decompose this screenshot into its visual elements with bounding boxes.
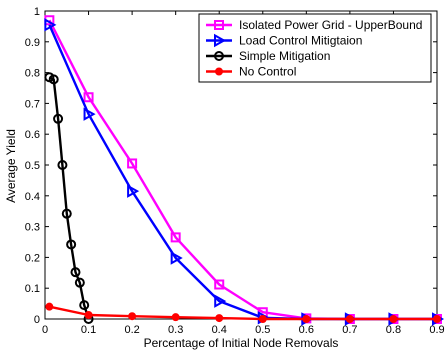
data-point	[127, 184, 140, 198]
data-point	[389, 315, 398, 323]
data-point	[48, 74, 59, 85]
y-axis-label: Average Yield	[4, 129, 18, 203]
x-tick-label: 0.9	[429, 324, 444, 336]
x-tick-label: 0.7	[342, 324, 357, 336]
legend-marker	[215, 67, 223, 76]
series-line	[49, 305, 437, 321]
series-3	[45, 302, 441, 323]
legend-label: Simple Mitigation	[239, 49, 330, 63]
data-point	[214, 294, 227, 308]
x-tick-label: 0.8	[386, 324, 401, 336]
data-point	[433, 315, 441, 323]
data-point	[215, 314, 224, 323]
data-point	[170, 232, 181, 243]
y-tick-label: 0.2	[25, 252, 40, 264]
data-point	[61, 208, 72, 219]
data-point	[70, 267, 81, 278]
data-point	[57, 160, 68, 170]
x-tick-label: 0.6	[299, 324, 314, 336]
legend-label: No Control	[239, 65, 296, 79]
legend-box	[198, 13, 432, 83]
y-tick-label: 0.7	[25, 98, 40, 110]
legend: Isolated Power Grid - UpperBound Load Con…	[198, 13, 432, 83]
y-tick-label: 0.3	[25, 222, 40, 234]
y-tick-label: 0	[34, 314, 40, 326]
data-point	[66, 239, 77, 250]
y-tick-label: 0.1	[25, 283, 40, 295]
x-tick-label: 0.2	[124, 324, 139, 336]
x-axis-label: Percentage of Initial Node Removals	[144, 336, 339, 350]
y-tick-label: 1	[34, 6, 40, 18]
y-tick-label: 0.5	[25, 160, 40, 172]
data-point	[53, 113, 64, 124]
x-tick-label: 0	[42, 324, 48, 336]
data-point	[83, 92, 94, 103]
y-tick-label: 0.4	[25, 191, 40, 203]
data-point	[171, 313, 180, 322]
legend-marker	[214, 20, 224, 30]
data-point	[214, 279, 225, 290]
x-tick-label: 0.4	[212, 324, 227, 336]
data-point	[74, 277, 85, 288]
y-tick-label: 0.8	[25, 68, 40, 80]
x-tick-label: 0.1	[81, 324, 96, 336]
data-point	[84, 310, 93, 319]
data-point	[258, 315, 267, 323]
x-tick-label: 0.3	[168, 324, 183, 336]
legend-marker	[214, 33, 227, 48]
data-point	[44, 18, 57, 32]
y-tick-label: 0.9	[25, 37, 40, 49]
y-tick-label: 0.6	[25, 129, 40, 141]
data-point	[83, 107, 96, 121]
data-point	[45, 302, 54, 311]
data-point	[302, 315, 311, 323]
legend-marker	[214, 51, 224, 61]
x-tick-label: 0.5	[255, 324, 270, 336]
data-point	[79, 300, 90, 311]
data-point	[170, 251, 183, 265]
data-point	[127, 158, 138, 169]
data-point	[345, 315, 354, 323]
legend-label: Load Control Mitigtaion	[239, 34, 362, 48]
legend-label: Isolated Power Grid - UpperBound	[239, 18, 422, 32]
series-line	[48, 76, 90, 320]
data-point	[128, 312, 137, 321]
series-2	[44, 72, 94, 324]
